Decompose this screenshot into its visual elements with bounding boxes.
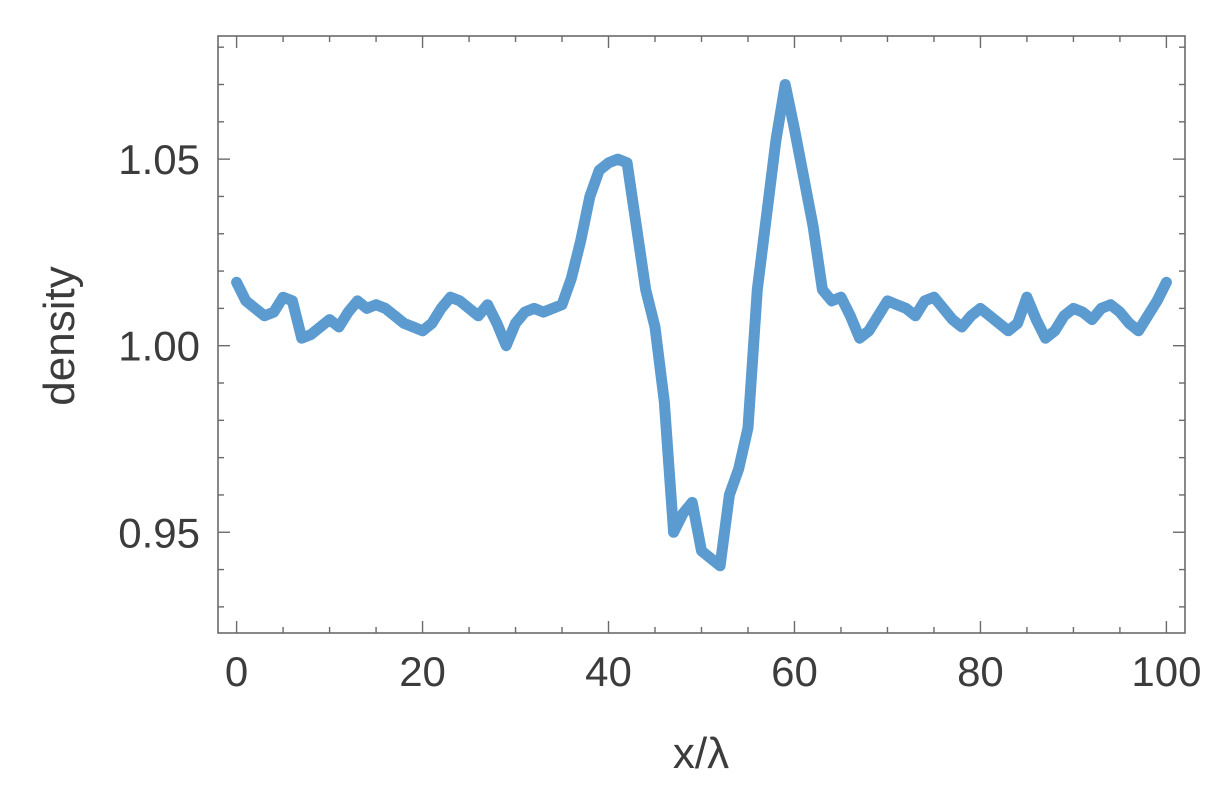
x-tick-label: 40 <box>585 648 632 695</box>
density-series-line <box>231 79 1172 572</box>
y-tick-label: 0.95 <box>118 509 200 556</box>
y-axis-ticks: 0.95 1.00 1.05 <box>118 46 1185 608</box>
x-tick-label: 100 <box>1131 648 1201 695</box>
x-tick-label: 20 <box>399 648 446 695</box>
x-axis-label: x/λ <box>673 729 729 778</box>
y-axis-label: density <box>35 266 84 405</box>
y-tick-label: 1.00 <box>118 323 200 370</box>
x-axis-ticks: 0 20 40 60 80 100 <box>225 36 1201 695</box>
series-layer <box>231 79 1172 572</box>
x-tick-label: 80 <box>957 648 1004 695</box>
x-tick-label: 60 <box>771 648 818 695</box>
x-tick-label: 0 <box>225 648 248 695</box>
y-tick-label: 1.05 <box>118 136 200 183</box>
